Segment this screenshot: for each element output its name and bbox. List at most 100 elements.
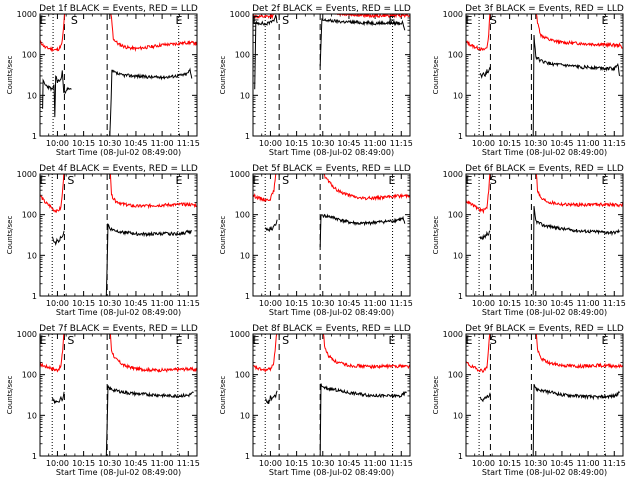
- x-tick-label: 10:45: [550, 299, 573, 308]
- y-tick-label: 100: [22, 371, 37, 380]
- events-series-line: [264, 219, 278, 233]
- x-tick-label: 11:00: [364, 459, 387, 468]
- marker-E: E: [39, 14, 46, 27]
- plot-area: [40, 14, 197, 136]
- x-tick-label: 10:30: [524, 139, 547, 148]
- x-tick-label: 10:45: [550, 459, 573, 468]
- marker-E: E: [602, 334, 609, 347]
- events-series-line-later: [319, 213, 406, 248]
- panel-5: Det 5f BLACK = Events, RED = LLD Counts/s…: [219, 164, 413, 317]
- y-tick-label: 1000: [443, 10, 463, 19]
- x-tick-label: 10:15: [498, 139, 521, 148]
- plot-frame: [252, 333, 411, 457]
- x-tick-label: 11:00: [364, 139, 387, 148]
- y-axis-label: Counts/sec: [219, 376, 227, 415]
- lld-series-line: [253, 14, 410, 20]
- events-series-line: [479, 392, 491, 403]
- y-tick-label: 100: [235, 51, 250, 60]
- x-tick-label: 11:15: [390, 139, 413, 148]
- y-axis-label: Counts/sec: [219, 216, 227, 255]
- marker-E: E: [389, 334, 396, 347]
- x-tick-label: 11:15: [177, 459, 200, 468]
- x-tick-label: 10:15: [72, 299, 95, 308]
- y-tick-label: 10: [27, 91, 37, 100]
- x-tick-label: 10:00: [472, 139, 495, 148]
- x-tick-label: 10:15: [285, 299, 308, 308]
- y-tick-label: 100: [448, 371, 463, 380]
- y-tick-label: 10: [27, 411, 37, 420]
- x-tick-label: 10:30: [524, 299, 547, 308]
- lld-series-line: [253, 174, 410, 203]
- marker-S: S: [71, 14, 78, 27]
- plot-area: [466, 14, 623, 136]
- x-tick-label: 11:00: [151, 139, 174, 148]
- panel-title: Det 3f BLACK = Events, RED = LLD: [465, 4, 624, 14]
- panel-title: Det 7f BLACK = Events, RED = LLD: [39, 324, 198, 334]
- lld-series-line: [466, 334, 623, 373]
- events-series-line-later: [532, 34, 620, 136]
- events-series-line: [42, 70, 72, 118]
- x-tick-label: 10:30: [98, 299, 121, 308]
- events-series-line: [51, 391, 65, 405]
- x-tick-label: 10:00: [259, 459, 282, 468]
- panel-2: Det 2f BLACK = Events, RED = LLD Counts/s…: [219, 4, 413, 157]
- plot-area: [466, 334, 623, 456]
- marker-E: E: [252, 334, 259, 347]
- x-tick-label: 11:15: [603, 459, 626, 468]
- y-axis-label: Counts/sec: [6, 216, 14, 255]
- plot-frame: [252, 173, 411, 297]
- x-tick-label: 10:45: [124, 459, 147, 468]
- panel-1: Det 1f BLACK = Events, RED = LLD Counts/s…: [6, 4, 200, 157]
- events-series-line-later: [109, 67, 193, 136]
- plot-frame: [39, 13, 198, 137]
- panel-title: Det 1f BLACK = Events, RED = LLD: [39, 4, 198, 14]
- lld-series-line: [466, 14, 623, 52]
- plot-area: [253, 334, 410, 456]
- panel-3: Det 3f BLACK = Events, RED = LLD Counts/s…: [432, 4, 626, 157]
- y-tick-label: 100: [448, 51, 463, 60]
- marker-S: S: [67, 174, 74, 187]
- y-tick-label: 100: [235, 211, 250, 220]
- x-tick-label: 11:15: [177, 139, 200, 148]
- events-series-line: [479, 66, 491, 79]
- x-axis-label: Start Time (08-Jul-02 08:49:00): [269, 308, 394, 317]
- plot-area: [40, 174, 197, 296]
- marker-E: E: [465, 174, 472, 187]
- panel-7: Det 7f BLACK = Events, RED = LLD Counts/s…: [6, 324, 200, 477]
- x-tick-label: 10:15: [285, 139, 308, 148]
- x-tick-label: 10:45: [337, 459, 360, 468]
- y-tick-label: 10: [453, 91, 463, 100]
- x-axis-label: Start Time (08-Jul-02 08:49:00): [482, 468, 607, 477]
- y-tick-label: 100: [22, 211, 37, 220]
- x-tick-label: 10:30: [311, 299, 334, 308]
- events-series-line: [479, 230, 491, 241]
- marker-E: E: [39, 334, 46, 347]
- x-axis-label: Start Time (08-Jul-02 08:49:00): [56, 148, 181, 157]
- marker-S: S: [490, 14, 497, 27]
- y-tick-label: 1: [458, 132, 463, 141]
- x-tick-label: 11:15: [390, 459, 413, 468]
- y-axis-label: Counts/sec: [219, 56, 227, 95]
- y-tick-label: 1000: [230, 10, 250, 19]
- x-axis-label: Start Time (08-Jul-02 08:49:00): [482, 308, 607, 317]
- marker-E: E: [389, 174, 396, 187]
- x-tick-label: 10:15: [285, 459, 308, 468]
- y-tick-label: 1000: [230, 330, 250, 339]
- panel-title: Det 2f BLACK = Events, RED = LLD: [252, 4, 411, 14]
- panel-title: Det 6f BLACK = Events, RED = LLD: [465, 164, 624, 174]
- marker-E: E: [252, 174, 259, 187]
- marker-E: E: [39, 174, 46, 187]
- x-tick-label: 10:30: [311, 459, 334, 468]
- x-tick-label: 11:00: [577, 299, 600, 308]
- x-tick-label: 11:15: [603, 139, 626, 148]
- panel-title: Det 8f BLACK = Events, RED = LLD: [252, 324, 411, 334]
- panel-4: Det 4f BLACK = Events, RED = LLD Counts/s…: [6, 164, 200, 317]
- x-tick-label: 11:00: [577, 139, 600, 148]
- events-series-line-later: [319, 383, 407, 455]
- x-tick-label: 10:00: [472, 459, 495, 468]
- x-tick-label: 11:00: [151, 299, 174, 308]
- x-tick-label: 10:45: [124, 299, 147, 308]
- events-series-line: [254, 14, 278, 90]
- x-axis-label: Start Time (08-Jul-02 08:49:00): [269, 148, 394, 157]
- marker-S: S: [67, 334, 74, 347]
